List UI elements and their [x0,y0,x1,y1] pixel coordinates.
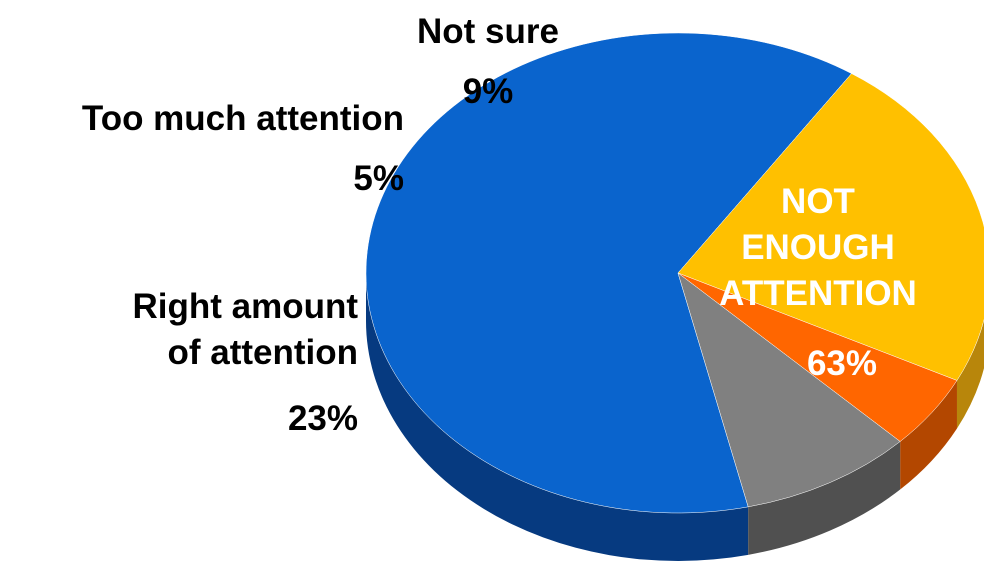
label-right-amount-of-attention-line-1: Right amount [132,287,358,326]
label-too-much-attention-line-1: Too much attention [82,99,404,138]
slice-side-not-sure [748,441,901,555]
value-label-not-sure: 9% [463,72,514,111]
value-label-right-amount-of-attention: 23% [288,399,358,438]
value-label-not-enough-attention: 63% [807,344,877,383]
label-not-enough-attention-line-3: ATTENTION [719,274,917,313]
slice-right-amount-of-attention [677,73,984,381]
slice-side-too-much-attention [900,380,957,490]
slice-not-enough-attention [365,32,852,514]
label-not-enough-attention-line-1: NOT [781,182,855,221]
label-not-sure-line-1: Not sure [417,12,559,51]
slice-not-sure [677,272,901,508]
slice-side-right-amount-of-attention [956,319,984,429]
value-label-too-much-attention: 5% [353,159,404,198]
slice-side-not-enough-attention [366,273,749,562]
label-not-enough-attention-line-2: ENOUGH [741,228,895,267]
label-right-amount-of-attention-line-2: of attention [167,333,358,372]
